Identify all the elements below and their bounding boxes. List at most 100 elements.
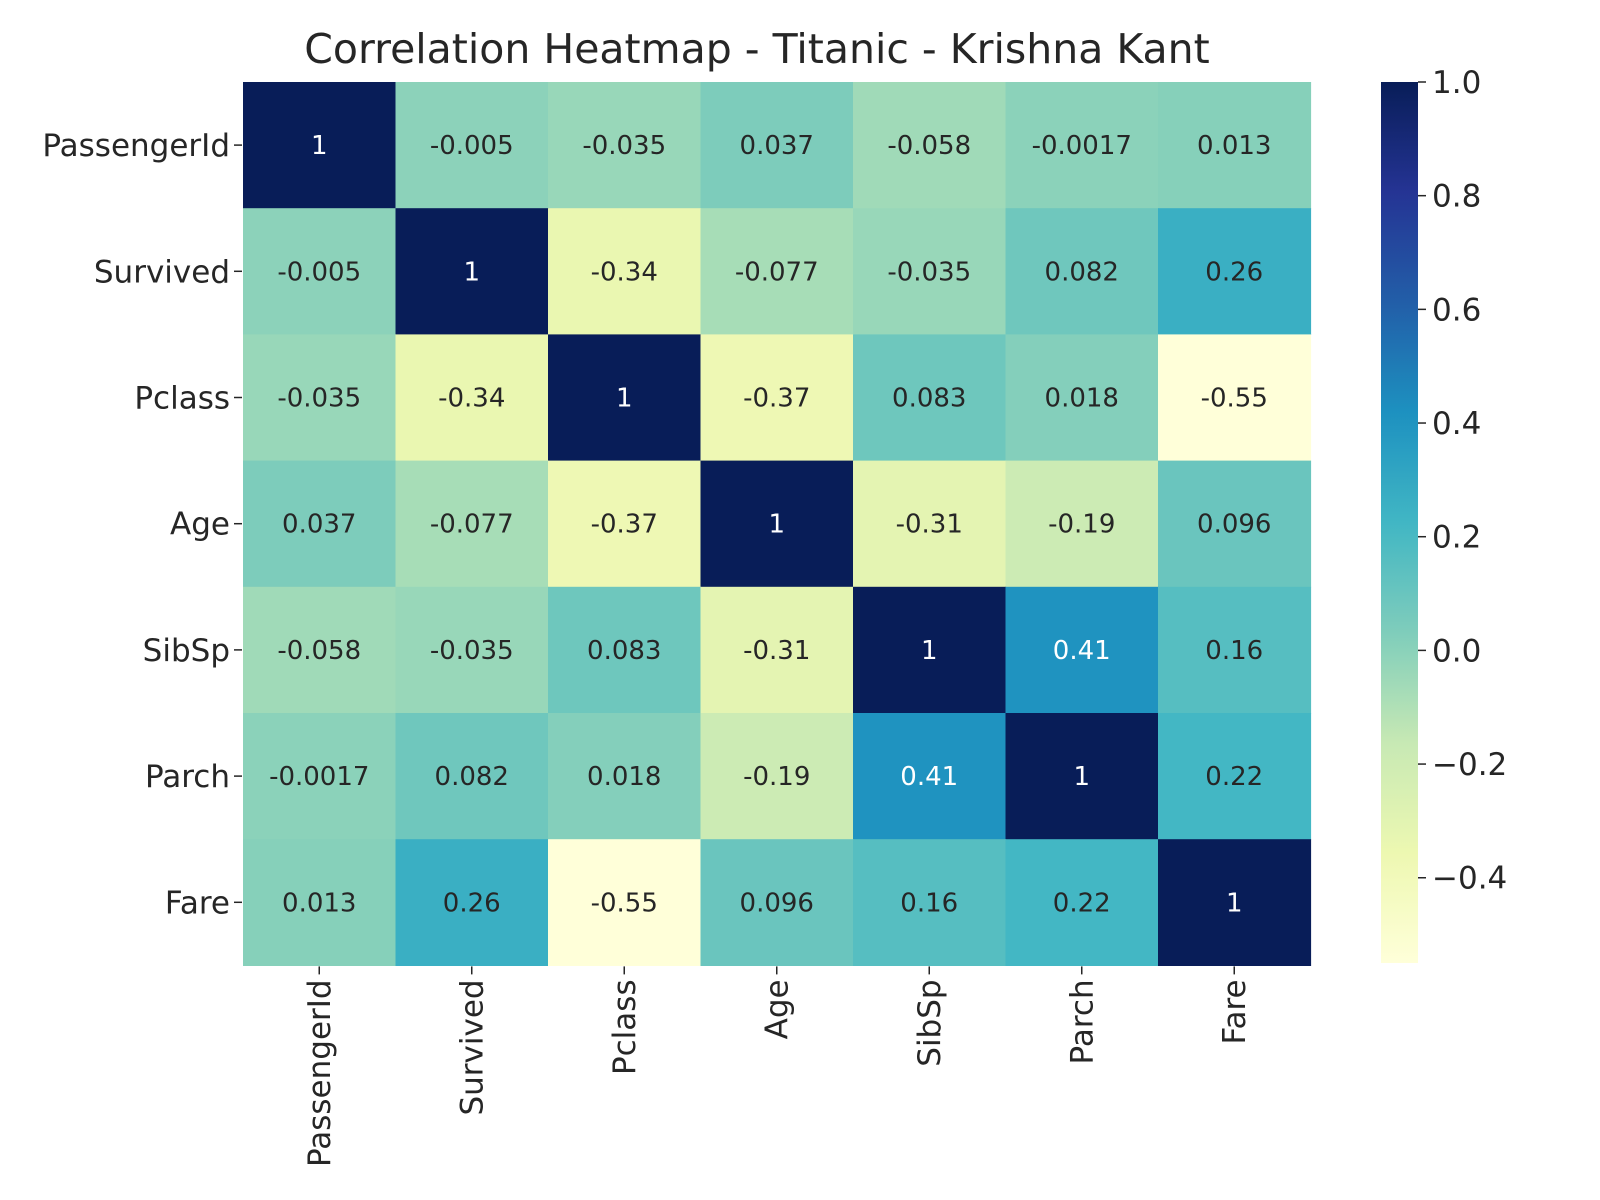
cell-value-label: 0.16: [900, 888, 958, 918]
cell-value-label: -0.31: [743, 636, 810, 666]
cell-value-label: 0.26: [443, 888, 501, 918]
cell-value-label: -0.035: [277, 384, 361, 414]
heatmap-cell: [700, 586, 854, 714]
row-tick-label: Pclass: [134, 381, 230, 417]
cell-value-label: 1: [1226, 888, 1243, 918]
column-tick-label: PassengerId: [302, 979, 338, 1167]
cell-value-label: -0.37: [743, 384, 810, 414]
heatmap-cell: [395, 713, 549, 840]
cell-value-label: -0.19: [1048, 510, 1115, 540]
cell-value-label: 0.082: [1045, 257, 1119, 287]
heatmap-cell: [395, 586, 549, 714]
heatmap-cell: [548, 839, 702, 966]
heatmap-cell: [1158, 460, 1312, 588]
cell-value-label: 0.018: [1045, 384, 1119, 414]
heatmap-cell: [243, 586, 397, 714]
cell-value-label: 0.083: [587, 636, 661, 666]
colorbar: 1.0 0.8 0.6 0.4 0.2 0.0 −0.2 −0.4: [1381, 65, 1507, 963]
column-tick-label: Survived: [455, 979, 491, 1115]
heatmap-cell: [548, 82, 702, 209]
heatmap-cell: [243, 839, 397, 966]
cell-value-label: 1: [921, 636, 938, 666]
cell-value-label: 1: [311, 131, 328, 161]
heatmap-cell: [548, 460, 702, 588]
cell-value-label: -0.37: [591, 510, 658, 540]
heatmap-cell: [1158, 208, 1312, 335]
cell-value-label: 0.22: [1205, 762, 1263, 792]
heatmap-cell: [395, 460, 549, 588]
cell-value-label: 0.22: [1053, 888, 1111, 918]
chart-title: Correlation Heatmap - Titanic - Krishna …: [304, 25, 1209, 73]
row-tick-label: Survived: [94, 254, 230, 290]
cell-value-label: 0.41: [900, 762, 958, 792]
colorbar-tick-label: 0.0: [1432, 633, 1481, 669]
row-tick-label: PassengerId: [42, 128, 230, 164]
colorbar-tick-label: 0.6: [1432, 292, 1481, 328]
row-tick-labels: PassengerId Survived Pclass Age SibSp Parch Fa…: [42, 128, 242, 921]
heatmap-cell: [395, 839, 549, 966]
cell-value-label: 0.096: [1197, 510, 1271, 540]
colorbar-tick-label: −0.4: [1432, 861, 1507, 897]
heatmap-cell: [548, 713, 702, 840]
heatmap-cell: [853, 334, 1007, 462]
cell-value-label: -0.34: [438, 384, 505, 414]
colorbar-tick-label: 0.2: [1432, 520, 1481, 556]
heatmap-cell: [395, 82, 549, 209]
row-tick-label: SibSp: [143, 633, 230, 669]
cell-value-label: 0.082: [435, 762, 509, 792]
cell-value-label: -0.035: [582, 131, 666, 161]
heatmap-cell: [1158, 82, 1312, 209]
heatmap-cell: [700, 713, 854, 840]
colorbar-tick-label: 0.8: [1432, 179, 1481, 215]
heatmap-cell: [395, 208, 549, 335]
column-tick-labels: PassengerId Survived Pclass Age SibSp Parch Fa…: [302, 966, 1253, 1167]
heatmap-cell: [548, 208, 702, 335]
heatmap-cell: [1005, 460, 1159, 588]
cell-value-label: -0.0017: [269, 762, 369, 792]
cell-value-label: 0.037: [282, 510, 356, 540]
row-tick-label: Parch: [145, 759, 230, 795]
cell-value-label: 1: [616, 384, 633, 414]
cell-value-label: 0.018: [587, 762, 661, 792]
heatmap-cell: [243, 82, 397, 209]
heatmap-cell: [700, 460, 854, 588]
heatmap-cell: [548, 586, 702, 714]
cell-value-label: -0.55: [591, 888, 658, 918]
cell-value-label: -0.077: [735, 257, 819, 287]
cell-value-label: -0.005: [277, 257, 361, 287]
cell-value-label: 0.26: [1205, 257, 1263, 287]
heatmap-cell: [853, 713, 1007, 840]
cell-value-label: 0.013: [1197, 131, 1271, 161]
column-tick-label: Age: [760, 979, 796, 1039]
heatmap-cells: 1 -0.005 -0.035 0.037 -0.058 -0.0017 0.013 -0.0…: [243, 82, 1312, 966]
heatmap-cell: [395, 334, 549, 462]
heatmap-cell: [1158, 586, 1312, 714]
heatmap-cell: [243, 460, 397, 588]
colorbar-tick-label: 0.4: [1432, 406, 1481, 442]
heatmap-cell: [1158, 839, 1312, 966]
heatmap-cell: [548, 334, 702, 462]
colorbar-gradient: [1381, 82, 1418, 963]
heatmap-cell: [853, 208, 1007, 335]
heatmap-cell: [1005, 208, 1159, 335]
column-tick-label: Fare: [1217, 979, 1253, 1044]
heatmap-cell: [1158, 334, 1312, 462]
column-tick-label: SibSp: [912, 979, 948, 1066]
heatmap-cell: [853, 460, 1007, 588]
heatmap-cell: [700, 208, 854, 335]
heatmap-cell: [1005, 713, 1159, 840]
heatmap-cell: [853, 82, 1007, 209]
heatmap-cell: [1005, 82, 1159, 209]
cell-value-label: -0.34: [591, 257, 658, 287]
colorbar-tick-label: 1.0: [1432, 65, 1481, 101]
cell-value-label: -0.035: [887, 257, 971, 287]
heatmap-cell: [853, 586, 1007, 714]
cell-value-label: 0.013: [282, 888, 356, 918]
cell-value-label: 1: [768, 510, 785, 540]
heatmap-cell: [243, 334, 397, 462]
heatmap-cell: [243, 713, 397, 840]
heatmap-cell: [1005, 839, 1159, 966]
cell-value-label: -0.058: [277, 636, 361, 666]
cell-value-label: 1: [1073, 762, 1090, 792]
